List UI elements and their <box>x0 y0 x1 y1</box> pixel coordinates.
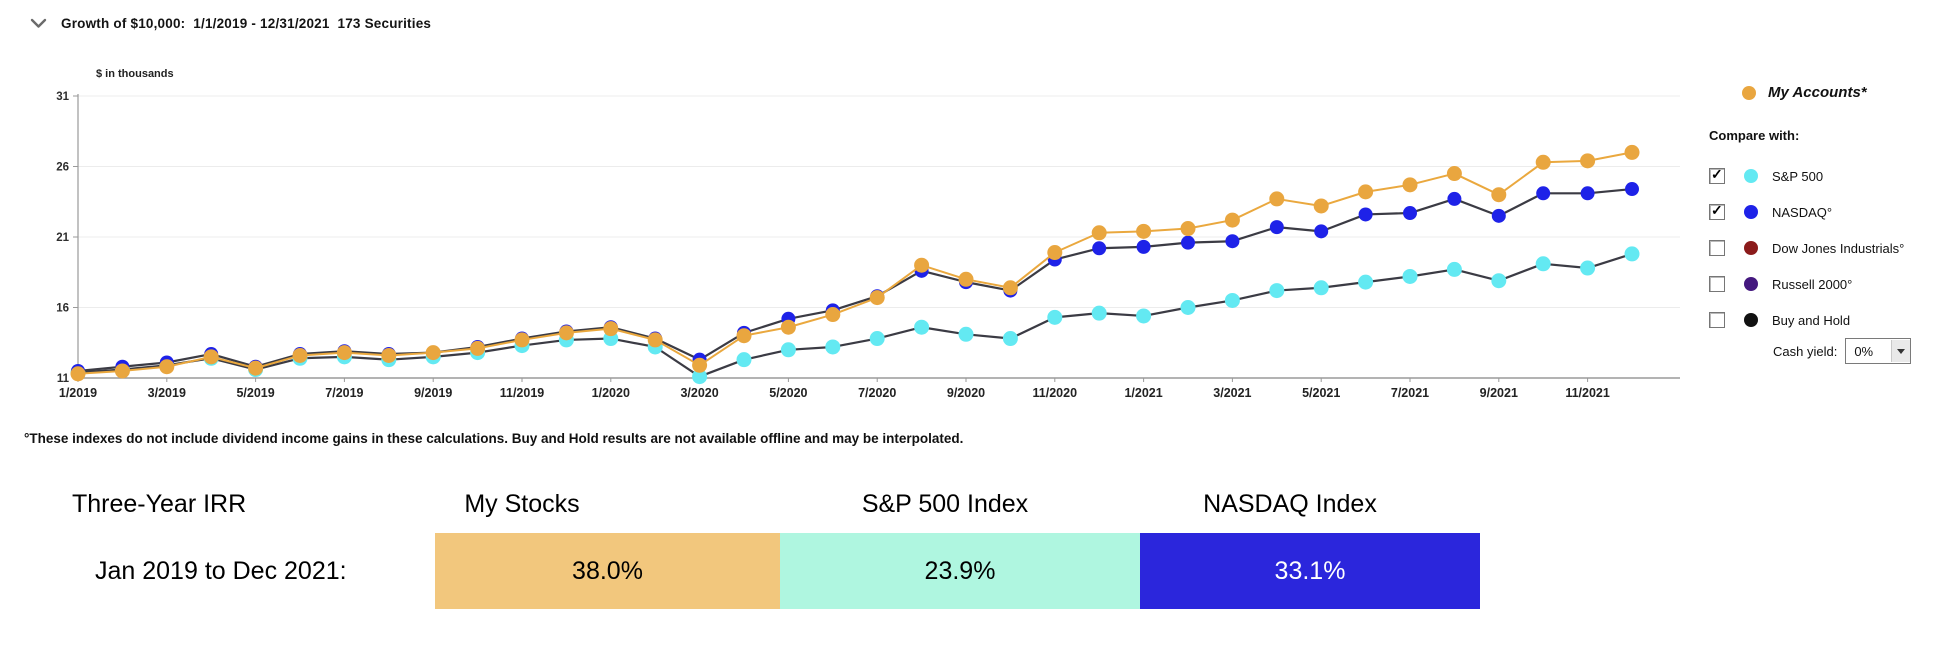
legend-item-label: Dow Jones Industrials° <box>1772 240 1905 256</box>
irr-row-label: Jan 2019 to Dec 2021: <box>95 557 347 585</box>
svg-text:9/2021: 9/2021 <box>1480 386 1518 400</box>
dropdown-arrow-icon[interactable] <box>1891 340 1911 362</box>
s-p-500-dot-icon <box>1744 169 1758 183</box>
page-title: Growth of $10,000: 1/1/2019 - 12/31/2021… <box>61 15 432 31</box>
svg-text:31: 31 <box>56 91 69 103</box>
svg-text:9/2019: 9/2019 <box>414 386 452 400</box>
irr-col-header-my-stocks: My Stocks <box>464 490 580 518</box>
legend-item-russell-2000[interactable]: Russell 2000° <box>1690 273 1904 295</box>
svg-text:1/2021: 1/2021 <box>1124 386 1162 400</box>
svg-text:11: 11 <box>57 373 70 385</box>
section-header: Growth of $10,000: 1/1/2019 - 12/31/2021… <box>30 10 431 36</box>
irr-col-header-sp500: S&P 500 Index <box>861 490 1029 518</box>
svg-text:3/2021: 3/2021 <box>1213 386 1251 400</box>
svg-text:$ in thousands: $ in thousands <box>96 68 174 80</box>
legend-item-label: NASDAQ° <box>1772 204 1833 220</box>
legend-item-nasdaq[interactable]: NASDAQ° <box>1690 201 1904 223</box>
legend-item-label: Russell 2000° <box>1772 276 1853 292</box>
svg-text:1/2019: 1/2019 <box>59 386 97 400</box>
svg-text:7/2019: 7/2019 <box>325 386 363 400</box>
svg-text:1/2020: 1/2020 <box>592 386 630 400</box>
svg-text:26: 26 <box>56 162 69 174</box>
legend-item-s-p-500[interactable]: S&P 500 <box>1690 165 1904 187</box>
checkbox-russell-2000[interactable] <box>1709 276 1725 292</box>
svg-text:7/2020: 7/2020 <box>858 386 896 400</box>
svg-text:3/2020: 3/2020 <box>680 386 718 400</box>
my-accounts-dot-icon <box>1742 85 1756 100</box>
svg-text:5/2021: 5/2021 <box>1302 386 1340 400</box>
svg-text:16: 16 <box>56 303 69 315</box>
legend-item-buy-and-hold[interactable]: Buy and Hold <box>1690 309 1904 331</box>
svg-text:9/2020: 9/2020 <box>947 386 985 400</box>
svg-text:7/2021: 7/2021 <box>1391 386 1429 400</box>
checkbox-dow-jones-industrials[interactable] <box>1709 240 1725 256</box>
my-accounts-label: My Accounts* <box>1768 84 1867 101</box>
checkbox-s-p-500[interactable] <box>1709 166 1725 184</box>
irr-table-title: Three-Year IRR <box>72 490 247 518</box>
legend-item-dow-jones-industrials[interactable]: Dow Jones Industrials° <box>1690 237 1904 259</box>
svg-text:11/2019: 11/2019 <box>500 386 545 400</box>
series-my-accounts <box>70 144 1640 382</box>
growth-chart: 11 16 21 26 31 $ in thousands 1/2019 3/2019 5/20… <box>20 40 1700 417</box>
cash-yield-label: Cash yield: <box>1773 343 1838 359</box>
buy-and-hold-dot-icon <box>1744 313 1758 327</box>
cash-yield-row: Cash yield: 0% <box>1773 338 1912 364</box>
compare-options-list: S&P 500 NASDAQ° Dow Jones Industrials° Russ… <box>1690 165 1904 345</box>
russell-2000-dot-icon <box>1744 277 1758 291</box>
irr-col-header-nasdaq: NASDAQ Index <box>1203 490 1377 518</box>
nasdaq-dot-icon <box>1744 205 1758 219</box>
svg-text:5/2019: 5/2019 <box>236 386 274 400</box>
collapse-chevron-icon[interactable] <box>30 18 47 29</box>
series-s-p-500 <box>70 246 1640 385</box>
legend-item-label: S&P 500 <box>1772 168 1824 184</box>
svg-text:5/2020: 5/2020 <box>769 386 807 400</box>
irr-value-my-stocks: 38.0% <box>435 533 780 609</box>
dow-jones-industrials-dot-icon <box>1744 241 1758 255</box>
checkbox-buy-and-hold[interactable] <box>1709 312 1725 328</box>
svg-text:11/2021: 11/2021 <box>1565 386 1610 400</box>
svg-text:11/2020: 11/2020 <box>1033 386 1078 400</box>
irr-value-nasdaq: 33.1% <box>1140 533 1480 609</box>
legend-item-label: Buy and Hold <box>1772 312 1851 328</box>
svg-text:21: 21 <box>56 232 69 244</box>
irr-value-sp500: 23.9% <box>780 533 1140 609</box>
compare-with-label: Compare with: <box>1709 128 1800 143</box>
growth-chart-svg: 11 16 21 26 31 $ in thousands 1/2019 3/2019 5/20… <box>56 68 1680 400</box>
cash-yield-dropdown[interactable]: 0% <box>1845 338 1912 364</box>
chart-legend: My Accounts* Compare with: S&P 500 NASDAQ… <box>1690 0 1958 400</box>
checkbox-nasdaq[interactable] <box>1709 202 1725 220</box>
index-footnote: °These indexes do not include dividend i… <box>24 431 964 446</box>
legend-my-accounts: My Accounts* <box>1690 84 1867 101</box>
svg-text:3/2019: 3/2019 <box>148 386 186 400</box>
cash-yield-value: 0% <box>1854 343 1874 359</box>
